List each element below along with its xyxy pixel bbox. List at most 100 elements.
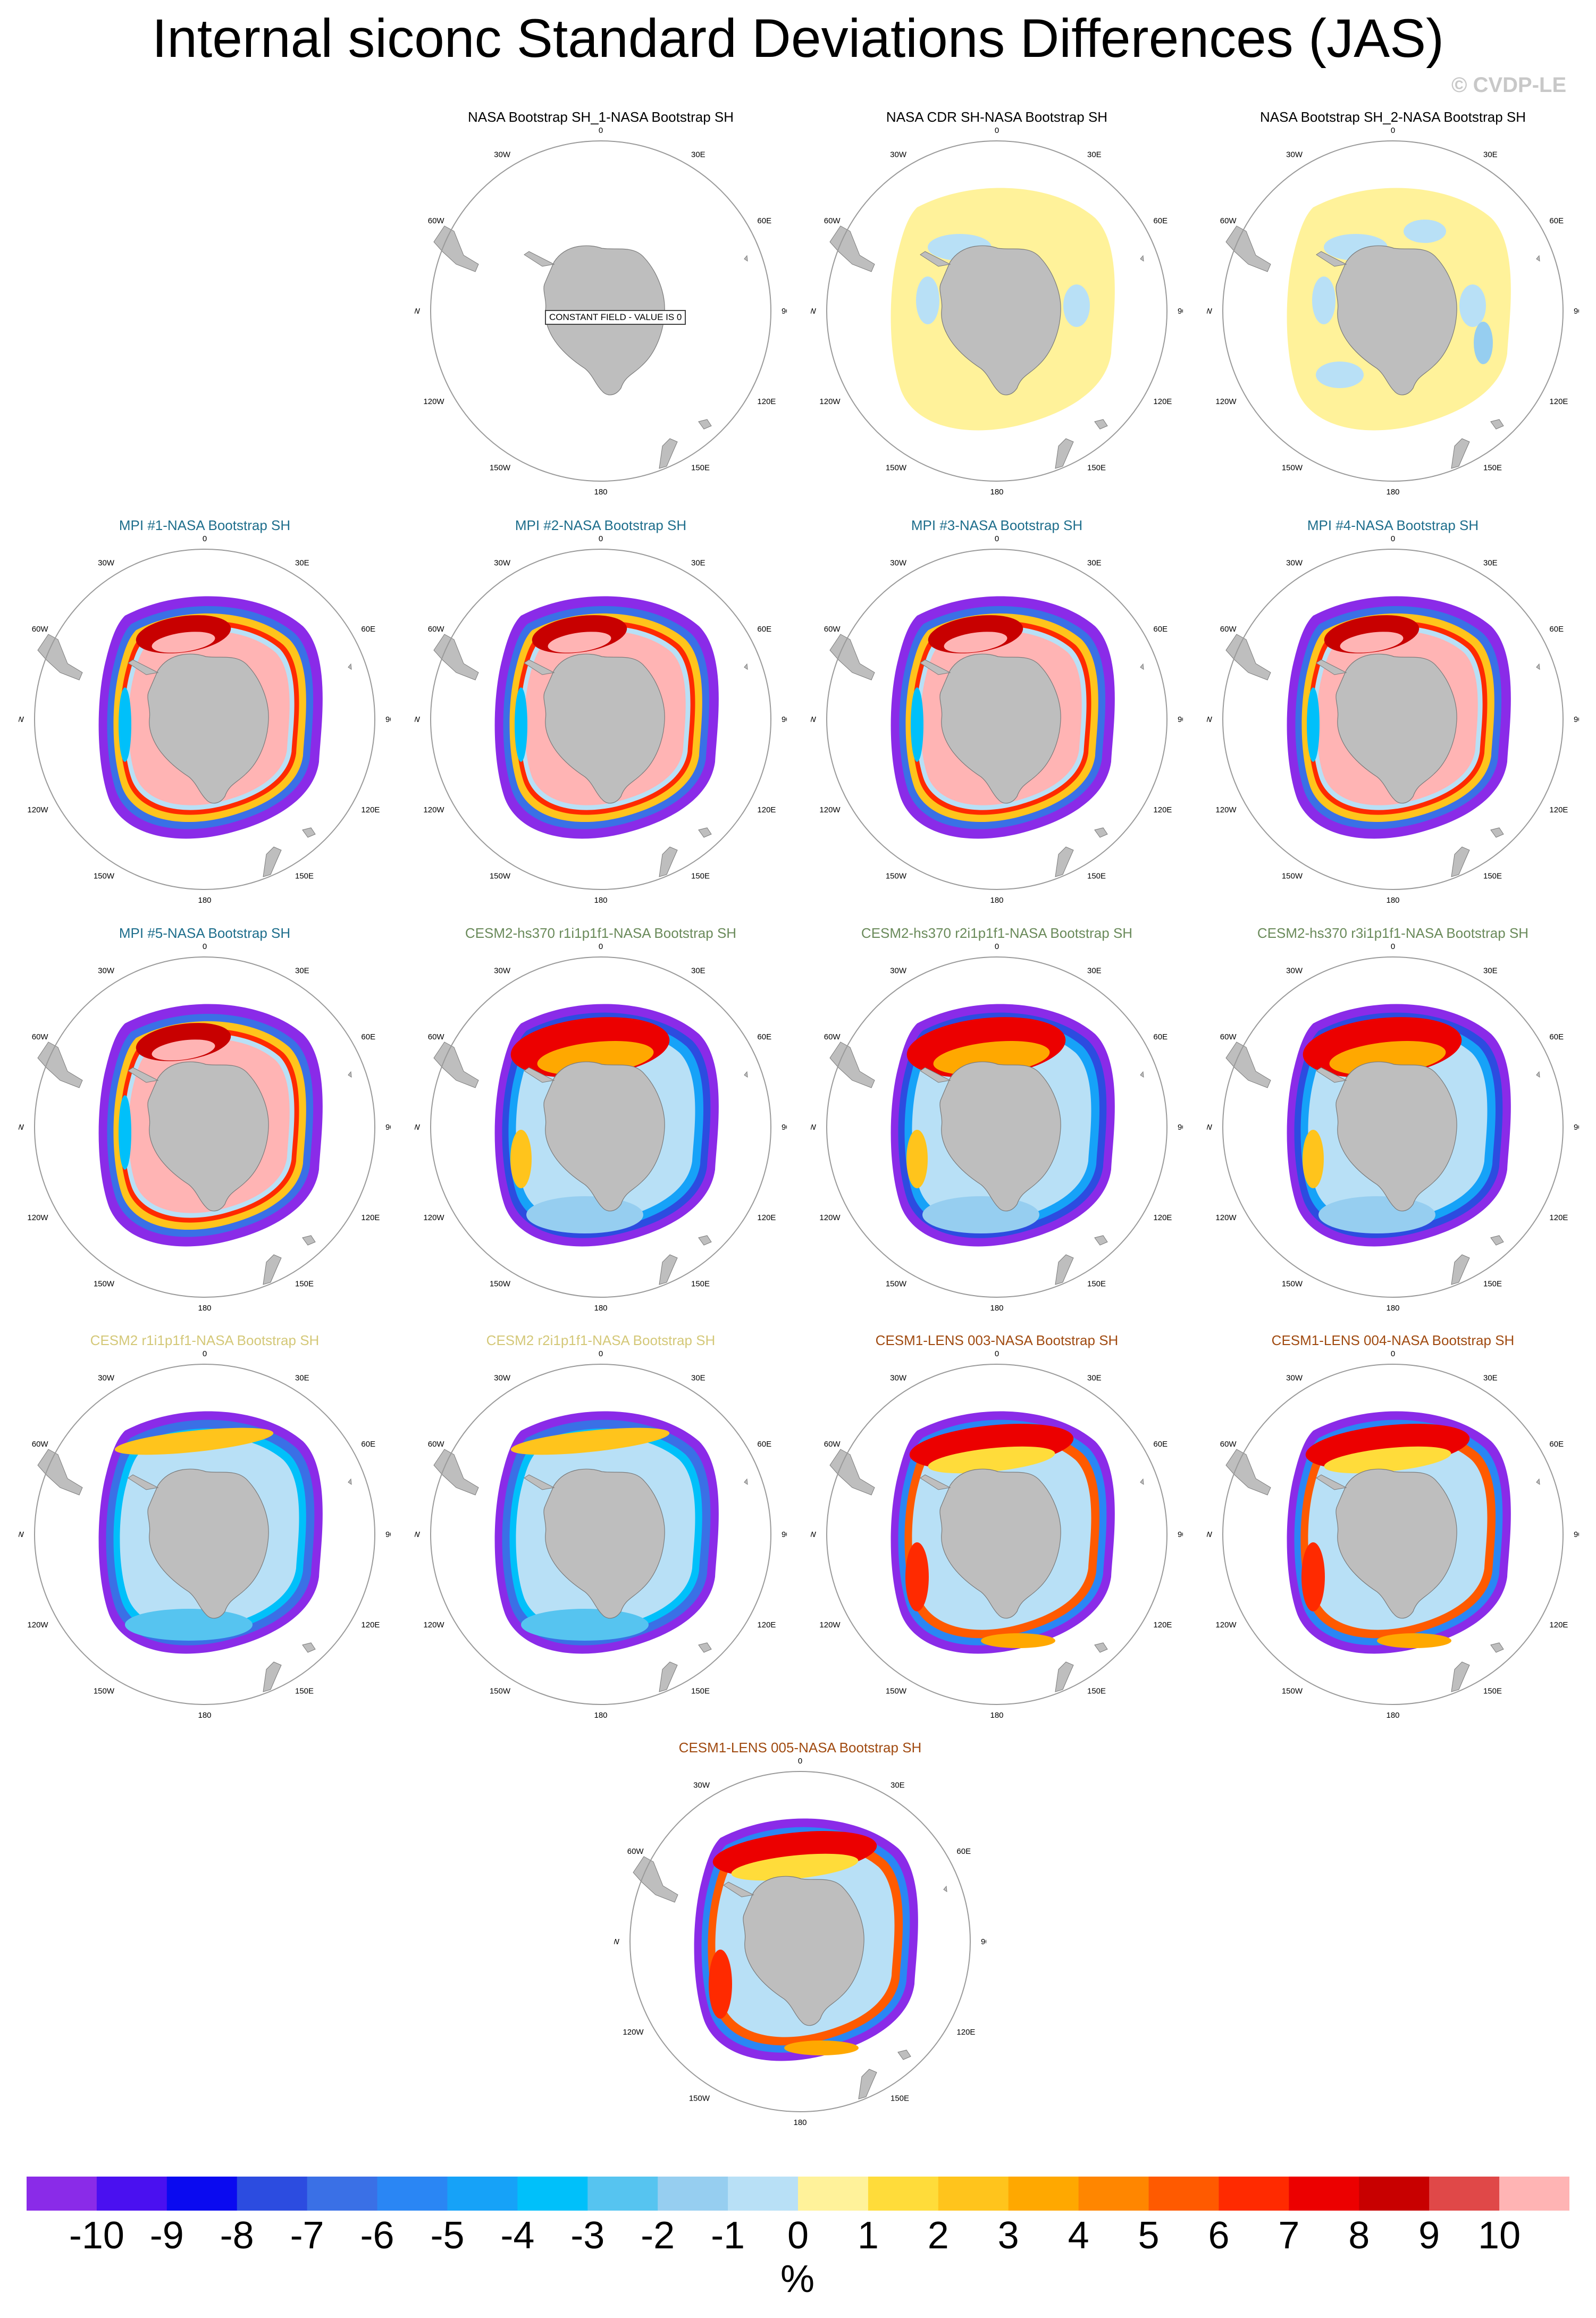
- colorbar-swatch: [96, 2177, 167, 2211]
- longitude-label: 60E: [956, 1847, 971, 1856]
- new-zealand: [1451, 1661, 1470, 1692]
- longitude-label: 120E: [757, 1213, 776, 1222]
- map-panel: MPI #3-NASA Bootstrap SH0 30E 60E 90E 120E 15…: [811, 517, 1183, 911]
- longitude-label: 60W: [824, 625, 841, 634]
- kerguelen-island: [348, 1071, 352, 1078]
- map-content: [37, 1004, 352, 1285]
- colorbar-tick-label: 3: [997, 2214, 1019, 2257]
- longitude-label: 90W: [415, 307, 421, 316]
- longitude-label: 60W: [32, 1032, 49, 1042]
- longitude-label: 60E: [1549, 1032, 1564, 1042]
- longitude-label: 30W: [494, 559, 511, 568]
- longitude-label: 60E: [1153, 1440, 1167, 1449]
- polar-stereographic-map: 0 30E 60E 90E 120E 150E 180 150W 120W 90W 60W 30W: [415, 534, 787, 905]
- ice-field-weddell-pink: [548, 632, 611, 653]
- longitude-label: 180: [990, 488, 1003, 497]
- tasmania: [1490, 1642, 1504, 1653]
- longitude-label: 30E: [295, 559, 309, 568]
- kerguelen-island: [744, 1478, 748, 1485]
- antarctica-landmass: [147, 1468, 269, 1619]
- panel-title: NASA CDR SH-NASA Bootstrap SH: [886, 109, 1108, 125]
- longitude-label: 150W: [94, 1279, 115, 1288]
- longitude-label: 90E: [1574, 1123, 1579, 1132]
- colorbar-tick-label: -2: [641, 2214, 675, 2257]
- antarctica-landmass: [147, 1061, 269, 1212]
- longitude-label: 60E: [1153, 216, 1167, 225]
- longitude-label: 90E: [1574, 715, 1579, 724]
- longitude-label: 60E: [1549, 216, 1564, 225]
- longitude-label: 120E: [1153, 805, 1172, 814]
- longitude-label: 30E: [1087, 559, 1102, 568]
- antarctic-peninsula: [524, 1067, 555, 1083]
- longitude-label: 120E: [1153, 1620, 1172, 1630]
- colorbar-tick-label: 1: [857, 2214, 879, 2257]
- longitude-label: 180: [1386, 896, 1399, 905]
- longitude-label: 90E: [782, 715, 787, 724]
- polar-stereographic-map: 0 30E 60E 90E 120E 150E 180 150W 120W 90W 60W 30W: [19, 534, 391, 905]
- longitude-label: 150E: [1087, 1279, 1106, 1288]
- longitude-label: 90E: [782, 1530, 787, 1539]
- new-zealand: [1055, 1254, 1074, 1285]
- longitude-label: 120E: [1549, 397, 1568, 406]
- longitude-label: 60E: [1153, 625, 1167, 634]
- map-content: [1225, 596, 1540, 877]
- longitude-label: 60W: [1220, 216, 1237, 225]
- kerguelen-island: [1140, 1478, 1144, 1485]
- colorbar-tick-label: -5: [430, 2214, 465, 2257]
- longitude-label: 180: [594, 896, 607, 905]
- antarctica-landmass: [939, 1061, 1061, 1212]
- polar-stereographic-map: 0 30E 60E 90E 120E 150E 180 150W 120W 90W 60W 30W: [415, 1349, 787, 1720]
- panel-title: CESM2 r2i1p1f1-NASA Bootstrap SH: [486, 1332, 716, 1348]
- map-boundary-circle: [826, 956, 1167, 1298]
- longitude-label: 150E: [1483, 1686, 1502, 1695]
- panel-title: CESM2-hs370 r3i1p1f1-NASA Bootstrap SH: [1257, 925, 1529, 941]
- longitude-label: 150W: [490, 1279, 511, 1288]
- antarctica-landmass: [543, 1061, 665, 1212]
- colorbar-tick-label: 9: [1418, 2214, 1440, 2257]
- colorbar-swatch: [587, 2177, 658, 2211]
- longitude-label: 30W: [890, 559, 907, 568]
- ice-field-negative-patch: [1404, 220, 1446, 243]
- kerguelen-island: [1536, 1071, 1540, 1078]
- longitude-label: 60E: [361, 1032, 375, 1042]
- colorbar-swatch: [658, 2177, 728, 2211]
- antarctica-landmass: [939, 245, 1061, 396]
- map-content: [433, 596, 748, 877]
- map-content: [1225, 188, 1540, 469]
- longitude-label: 150E: [1087, 463, 1106, 472]
- longitude-label: 90W: [811, 715, 817, 724]
- colorbar-swatch: [1429, 2177, 1500, 2211]
- tasmania: [302, 827, 316, 838]
- longitude-label: 120W: [423, 805, 444, 814]
- longitude-label: 30W: [98, 967, 115, 976]
- longitude-label: 120W: [1215, 1620, 1237, 1630]
- antarctic-peninsula: [1316, 659, 1347, 675]
- longitude-label: 150E: [295, 871, 314, 880]
- longitude-label: 120W: [27, 1213, 48, 1222]
- longitude-label: 30E: [1483, 1374, 1498, 1383]
- map-panel: CESM2 r2i1p1f1-NASA Bootstrap SH 0 30E 60E 9…: [415, 1332, 787, 1726]
- longitude-label: 90E: [1574, 1530, 1579, 1539]
- antarctic-peninsula: [723, 1882, 754, 1897]
- tasmania: [897, 2050, 911, 2060]
- longitude-label: 0: [599, 1349, 603, 1358]
- longitude-label: 30W: [890, 150, 907, 159]
- antarctic-peninsula: [524, 659, 555, 675]
- antarctica-landmass: [543, 1468, 665, 1619]
- longitude-label: 90W: [811, 1530, 817, 1539]
- colorbar-tick-label: -1: [711, 2214, 745, 2257]
- ice-field-negative-band: [119, 1095, 131, 1170]
- longitude-label: 120E: [361, 805, 380, 814]
- longitude-label: 150E: [691, 1686, 710, 1695]
- longitude-label: 120E: [361, 1620, 380, 1630]
- map-content: [37, 1411, 352, 1692]
- longitude-label: 30E: [1483, 967, 1498, 976]
- colorbar-swatch: [1289, 2177, 1359, 2211]
- longitude-label: 150W: [886, 1686, 907, 1695]
- ice-field-negative-patch: [916, 276, 939, 324]
- ice-field-weddell-yellow: [1324, 1446, 1451, 1474]
- longitude-label: 150E: [1087, 1686, 1106, 1695]
- map-boundary-circle: [430, 1364, 771, 1705]
- antarctica-landmass: [1335, 653, 1457, 804]
- map-content: [829, 1004, 1144, 1285]
